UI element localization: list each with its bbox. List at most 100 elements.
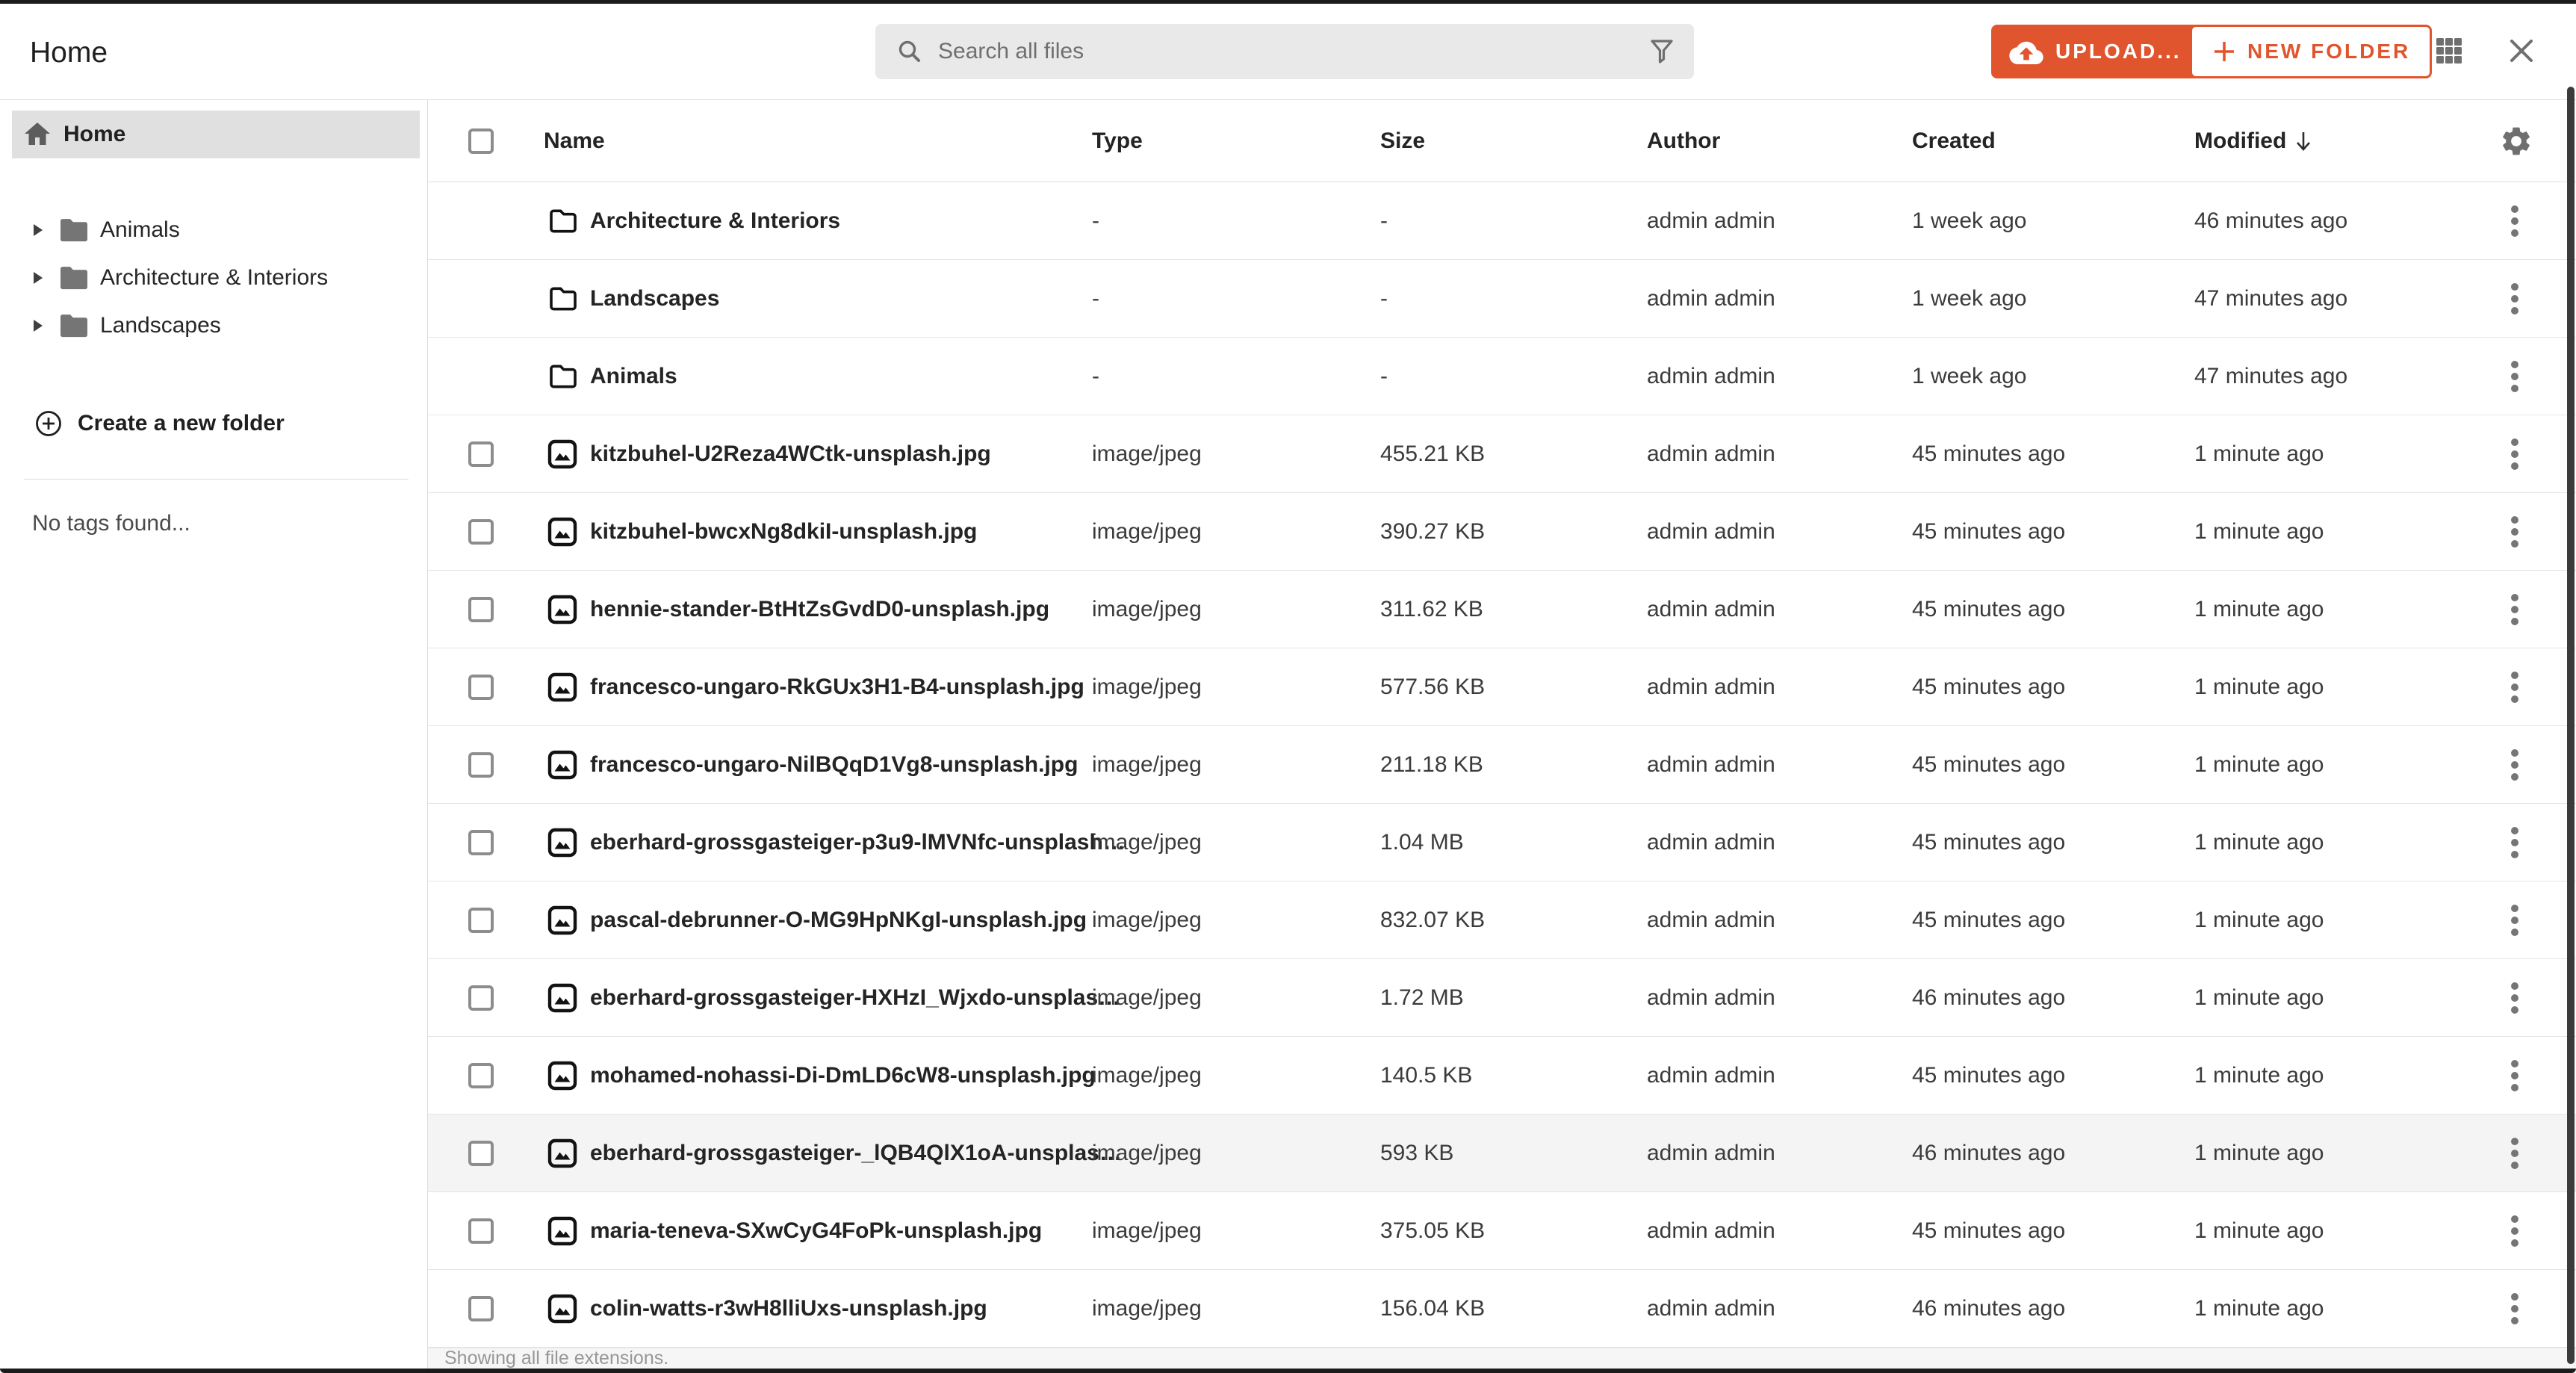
file-name[interactable]: eberhard-grossgasteiger-p3u9-lMVNfc-unsp… xyxy=(590,829,1126,855)
row-menu-button[interactable] xyxy=(2510,359,2519,394)
vertical-scrollbar[interactable] xyxy=(2567,87,2575,1364)
row-checkbox[interactable] xyxy=(468,1140,494,1166)
row-checkbox[interactable] xyxy=(468,596,494,622)
row-menu-button[interactable] xyxy=(2510,670,2519,704)
kebab-menu-icon xyxy=(2511,1137,2518,1169)
row-checkbox[interactable] xyxy=(468,751,494,778)
file-name[interactable]: pascal-debrunner-O-MG9HpNKgI-unsplash.jp… xyxy=(590,907,1087,932)
file-name[interactable]: eberhard-grossgasteiger-HXHzI_Wjxdo-unsp… xyxy=(590,985,1121,1010)
file-name[interactable]: Animals xyxy=(590,363,677,388)
table-row[interactable]: pascal-debrunner-O-MG9HpNKgI-unsplash.jp… xyxy=(428,881,2576,959)
table-row[interactable]: mohamed-nohassi-Di-DmLD6cW8-unsplash.jpg… xyxy=(428,1037,2576,1115)
table-row[interactable]: kitzbuhel-U2Reza4WCtk-unsplash.jpg image… xyxy=(428,415,2576,493)
close-button[interactable] xyxy=(2507,37,2536,65)
table-row[interactable]: francesco-ungaro-RkGUx3H1-B4-unsplash.jp… xyxy=(428,648,2576,726)
column-header-modified[interactable]: Modified xyxy=(2194,128,2313,154)
file-modified: 1 minute ago xyxy=(2194,1295,2324,1321)
home-icon xyxy=(25,123,50,145)
sidebar-tree-label: Architecture & Interiors xyxy=(100,265,329,290)
file-type: - xyxy=(1092,363,1099,388)
row-menu-button[interactable] xyxy=(2510,204,2519,238)
row-menu-button[interactable] xyxy=(2510,437,2519,471)
file-name[interactable]: eberhard-grossgasteiger-_lQB4QlX1oA-unsp… xyxy=(590,1140,1122,1165)
row-menu-button[interactable] xyxy=(2510,282,2519,316)
row-menu-button[interactable] xyxy=(2510,748,2519,782)
file-name[interactable]: maria-teneva-SXwCyG4FoPk-unsplash.jpg xyxy=(590,1218,1043,1243)
column-header-name[interactable]: Name xyxy=(544,128,605,153)
row-checkbox[interactable] xyxy=(468,1295,494,1321)
row-checkbox[interactable] xyxy=(468,1062,494,1088)
file-type: - xyxy=(1092,208,1099,233)
file-name[interactable]: hennie-stander-BtHtZsGvdD0-unsplash.jpg xyxy=(590,596,1050,622)
table-settings-button[interactable] xyxy=(2499,124,2533,158)
row-checkbox[interactable] xyxy=(468,1218,494,1244)
table-row[interactable]: maria-teneva-SXwCyG4FoPk-unsplash.jpg im… xyxy=(428,1192,2576,1270)
row-menu-button[interactable] xyxy=(2510,903,2519,937)
file-name[interactable]: mohamed-nohassi-Di-DmLD6cW8-unsplash.jpg xyxy=(590,1062,1096,1088)
table-row[interactable]: eberhard-grossgasteiger-_lQB4QlX1oA-unsp… xyxy=(428,1115,2576,1192)
grid-view-button[interactable] xyxy=(2435,37,2463,65)
file-modified: 1 minute ago xyxy=(2194,596,2324,622)
image-file-icon xyxy=(547,439,577,468)
row-checkbox[interactable] xyxy=(468,829,494,855)
row-menu-button[interactable] xyxy=(2510,825,2519,860)
column-header-size[interactable]: Size xyxy=(1380,128,1426,153)
create-folder-button[interactable]: Create a new folder xyxy=(34,409,285,438)
caret-right-icon[interactable] xyxy=(33,271,43,285)
row-menu-button[interactable] xyxy=(2510,1136,2519,1171)
table-row[interactable]: eberhard-grossgasteiger-p3u9-lMVNfc-unsp… xyxy=(428,804,2576,881)
row-menu-button[interactable] xyxy=(2510,1214,2519,1248)
table-row[interactable]: Architecture & Interiors - - admin admin… xyxy=(428,182,2576,260)
sidebar-item-landscapes[interactable]: Landscapes xyxy=(0,302,427,350)
file-name[interactable]: kitzbuhel-bwcxNg8dkiI-unsplash.jpg xyxy=(590,518,978,544)
sidebar-item-architecture-interiors[interactable]: Architecture & Interiors xyxy=(0,254,427,302)
row-checkbox[interactable] xyxy=(468,441,494,467)
search-input[interactable] xyxy=(937,38,1649,65)
select-all-checkbox[interactable] xyxy=(468,128,494,154)
row-menu-button[interactable] xyxy=(2510,1059,2519,1093)
row-menu-button[interactable] xyxy=(2510,515,2519,549)
file-name[interactable]: francesco-ungaro-RkGUx3H1-B4-unsplash.jp… xyxy=(590,674,1084,699)
file-author: admin admin xyxy=(1647,829,1775,855)
toolbar-divider xyxy=(0,99,2576,100)
file-name[interactable]: Architecture & Interiors xyxy=(590,208,841,233)
search-bar[interactable] xyxy=(875,24,1694,79)
window-bottom-edge xyxy=(0,1369,2576,1373)
column-header-author[interactable]: Author xyxy=(1647,128,1721,153)
upload-button[interactable]: UPLOAD... xyxy=(1991,25,2200,78)
table-row[interactable]: Animals - - admin admin 1 week ago 47 mi… xyxy=(428,338,2576,415)
row-checkbox[interactable] xyxy=(468,518,494,545)
file-author: admin admin xyxy=(1647,285,1775,311)
row-checkbox[interactable] xyxy=(468,985,494,1011)
file-author: admin admin xyxy=(1647,208,1775,233)
table-row[interactable]: francesco-ungaro-NilBQqD1Vg8-unsplash.jp… xyxy=(428,726,2576,804)
row-checkbox[interactable] xyxy=(468,674,494,700)
row-checkbox[interactable] xyxy=(468,907,494,933)
caret-right-icon[interactable] xyxy=(33,319,43,332)
file-name[interactable]: kitzbuhel-U2Reza4WCtk-unsplash.jpg xyxy=(590,441,991,466)
filter-funnel-icon[interactable] xyxy=(1649,38,1675,65)
table-row[interactable]: Landscapes - - admin admin 1 week ago 47… xyxy=(428,260,2576,338)
file-name[interactable]: Landscapes xyxy=(590,285,720,311)
sidebar-item-home[interactable]: Home xyxy=(12,111,420,158)
row-menu-button[interactable] xyxy=(2510,981,2519,1015)
row-menu-button[interactable] xyxy=(2510,592,2519,627)
sidebar-item-animals[interactable]: Animals xyxy=(0,206,427,254)
file-author: admin admin xyxy=(1647,363,1775,388)
file-modified: 1 minute ago xyxy=(2194,1062,2324,1088)
file-name[interactable]: francesco-ungaro-NilBQqD1Vg8-unsplash.jp… xyxy=(590,751,1078,777)
table-row[interactable]: kitzbuhel-bwcxNg8dkiI-unsplash.jpg image… xyxy=(428,493,2576,571)
caret-right-icon[interactable] xyxy=(33,223,43,237)
image-file-icon xyxy=(547,1294,577,1323)
table-row[interactable]: eberhard-grossgasteiger-HXHzI_Wjxdo-unsp… xyxy=(428,959,2576,1037)
row-menu-button[interactable] xyxy=(2510,1292,2519,1326)
column-header-created[interactable]: Created xyxy=(1912,128,1996,153)
circle-plus-icon xyxy=(36,411,61,436)
table-row[interactable]: hennie-stander-BtHtZsGvdD0-unsplash.jpg … xyxy=(428,571,2576,648)
new-folder-button[interactable]: NEW FOLDER xyxy=(2190,25,2433,78)
file-created: 1 week ago xyxy=(1912,285,2027,311)
file-name[interactable]: colin-watts-r3wH8lliUxs-unsplash.jpg xyxy=(590,1295,987,1321)
table-row[interactable]: colin-watts-r3wH8lliUxs-unsplash.jpg ima… xyxy=(428,1270,2576,1348)
column-header-type[interactable]: Type xyxy=(1092,128,1143,153)
sidebar-home-label: Home xyxy=(63,122,126,146)
